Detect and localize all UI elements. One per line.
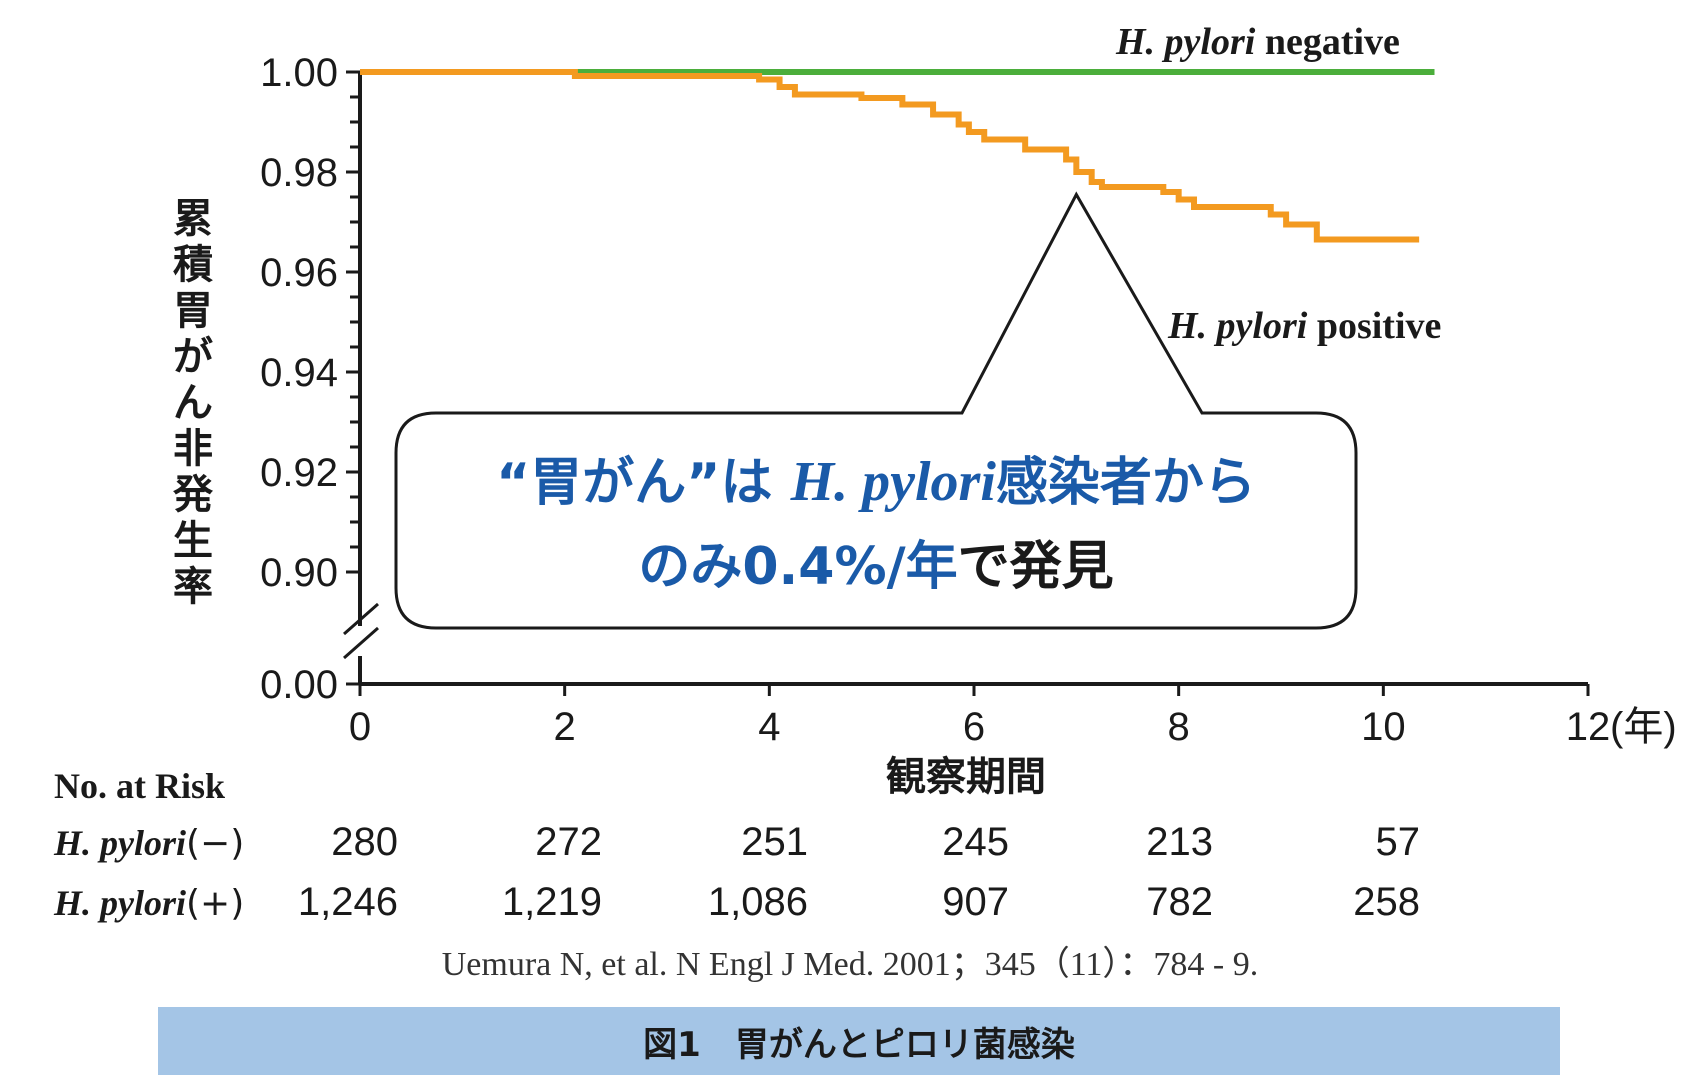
x-tick-label: 0	[349, 705, 371, 749]
risk-value: 782	[1146, 880, 1213, 924]
callout-line-2: のみ0.4%/年で発見	[638, 537, 1113, 597]
risk-value: 280	[331, 820, 398, 864]
series-label-rest: negative	[1255, 21, 1400, 63]
series-label-negative: H. pylori negative	[1115, 21, 1400, 63]
y-tick-label: 0.94	[260, 351, 338, 395]
callout-bubble	[394, 191, 1358, 630]
survival-chart: 0.00 0.90 0.92 0.94 0.96 0.98 1.00 0 2 4 6 8 10 12 (年)…	[53, 21, 1677, 983]
callout-text-part: 感染者から	[996, 453, 1256, 513]
chart-ticks: 0.00 0.90 0.92 0.94 0.96 0.98 1.00 0 2 4 6 8 10 12 (年)	[260, 51, 1677, 749]
y-axis-label-char: 発	[173, 472, 214, 518]
x-tick-label: 2	[554, 705, 576, 749]
y-axis-label-char: 累	[173, 196, 213, 242]
callout-text-part: “胃がん”は	[496, 453, 790, 513]
risk-row-label: H. pylori(+)	[53, 883, 244, 924]
callout-text-italic: H. pylori	[790, 451, 997, 513]
risk-value: 1,086	[708, 880, 808, 924]
x-tick-label: 10	[1361, 705, 1406, 749]
y-tick-label: 0.00	[260, 663, 338, 707]
risk-value: 213	[1146, 820, 1213, 864]
y-axis-label-char: 生	[173, 518, 213, 564]
callout-line-1: “胃がん”は H. pylori感染者から	[496, 451, 1256, 513]
series-label-positive: H. pylori positive	[1167, 305, 1441, 347]
series-line-positive	[360, 69, 1420, 243]
y-tick-label: 0.92	[260, 451, 338, 495]
risk-row-label-italic: H. pylori	[53, 883, 186, 923]
x-tick-label: 8	[1168, 705, 1190, 749]
y-tick-label: 1.00	[260, 51, 338, 95]
y-tick-label: 0.98	[260, 151, 338, 195]
y-axis-label-char: 非	[173, 426, 213, 472]
risk-value: 57	[1376, 820, 1421, 864]
risk-table-header: No. at Risk	[54, 766, 225, 806]
risk-value: 251	[741, 820, 808, 864]
axis-break-mark	[343, 602, 379, 636]
risk-value: 272	[535, 820, 602, 864]
risk-value: 258	[1353, 880, 1420, 924]
y-axis-label-char: が	[173, 334, 213, 380]
figure-caption: 図1 胃がんとピロリ菌感染	[643, 1024, 1075, 1065]
chart-series	[360, 69, 1435, 243]
series-label-italic: H. pylori	[1167, 305, 1308, 347]
x-tick-label: 6	[963, 705, 985, 749]
risk-value: 907	[942, 880, 1009, 924]
series-label-italic: H. pylori	[1115, 21, 1256, 63]
x-tick-label: 12	[1566, 705, 1611, 749]
figure-caption-bar: 図1 胃がんとピロリ菌感染	[158, 1007, 1560, 1075]
y-tick-label: 0.90	[260, 551, 338, 595]
series-label-rest: positive	[1307, 305, 1441, 347]
risk-value: 245	[942, 820, 1009, 864]
axis-break-mark	[343, 626, 379, 660]
citation: Uemura N, et al. N Engl J Med. 2001；345（…	[442, 945, 1259, 983]
y-axis-label-char: 積	[173, 242, 213, 288]
y-tick-label: 0.96	[260, 251, 338, 295]
risk-table: No. at Risk H. pylori(−) 280 272 251 245 213 57…	[53, 766, 1420, 924]
y-axis-label-char: ん	[173, 380, 213, 426]
risk-row-label: H. pylori(−)	[53, 823, 244, 864]
risk-value: 1,246	[298, 880, 398, 924]
x-unit-label: (年)	[1610, 705, 1677, 749]
risk-value: 1,219	[502, 880, 602, 924]
risk-row-label-italic: H. pylori	[53, 823, 186, 863]
x-tick-label: 4	[758, 705, 780, 749]
y-axis-label-char: 胃	[173, 288, 213, 334]
risk-row-label-sign: (+)	[186, 883, 244, 924]
x-axis-label: 観察期間	[886, 754, 1046, 800]
y-axis-label-char: 率	[173, 564, 213, 610]
callout-text-blue: のみ0.4%/年	[638, 537, 957, 597]
risk-row-label-sign: (−)	[186, 823, 244, 864]
callout-text-black: で発見	[958, 537, 1114, 597]
